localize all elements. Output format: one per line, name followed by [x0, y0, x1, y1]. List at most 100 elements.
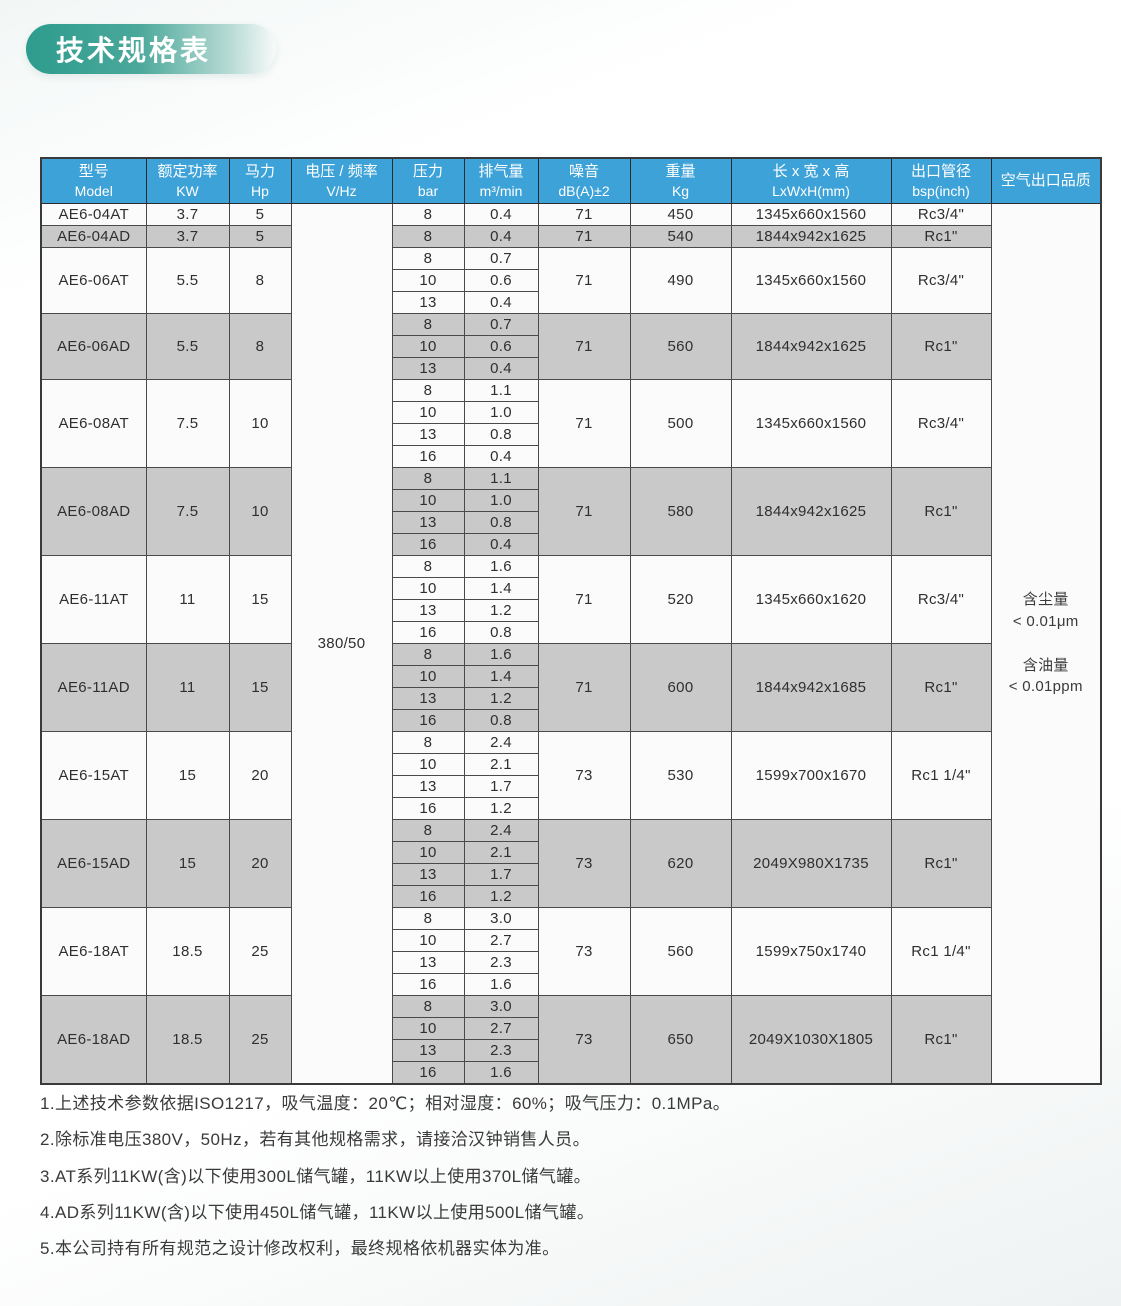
displacement-cell: 0.8 [463, 511, 539, 534]
model-cell: AE6-18AT [40, 907, 147, 996]
noise-cell: 71 [537, 203, 631, 226]
power-kw-cell: 18.5 [145, 995, 230, 1085]
pressure-cell: 13 [391, 775, 465, 798]
spec-table-body: AE6-04AT 3.7 5 380/50 8 0.4 71 450 1345x660x1560… [40, 203, 1102, 1085]
table-row: 13 2.3 [41, 1039, 1101, 1062]
table-row: AE6-04AD 3.7 5 8 0.4 71 540 1844x942x1625 Rc1" [40, 225, 1101, 248]
horsepower-cell: 25 [228, 907, 292, 996]
pressure-cell: 10 [391, 335, 465, 358]
table-row: 13 1.2 [41, 599, 1101, 622]
column-header-3: 电压 / 频率 V/Hz [290, 157, 393, 204]
column-header-4: 压力 bar [391, 157, 465, 204]
pressure-cell: 8 [391, 467, 465, 490]
displacement-cell: 1.6 [463, 555, 539, 578]
outlet-pipe-cell: Rc3/4" [890, 379, 992, 468]
pressure-cell: 16 [391, 709, 465, 732]
column-header-line1: 空气出口品质 [1000, 172, 1091, 190]
displacement-cell: 0.7 [463, 313, 539, 336]
displacement-cell: 0.6 [463, 269, 539, 292]
pressure-cell: 8 [391, 379, 465, 402]
pressure-cell: 16 [391, 533, 465, 556]
column-header-line1: 型号 [78, 163, 109, 181]
pressure-cell: 16 [391, 973, 465, 996]
table-row: 10 1.0 [41, 489, 1101, 512]
table-row: AE6-08AT 7.5 10 8 1.1 71 500 1345x660x1560 Rc3/4… [40, 379, 1101, 468]
weight-cell: 540 [629, 225, 732, 248]
table-row: 16 0.8 [41, 709, 1101, 732]
air-quality-dust-value: < 0.01μm [1012, 612, 1079, 630]
table-row: 10 2.7 [41, 929, 1101, 952]
horsepower-cell: 5 [228, 203, 292, 226]
outlet-pipe-cell: Rc1 1/4" [890, 907, 992, 996]
outlet-pipe-cell: Rc1" [890, 313, 992, 380]
weight-cell: 650 [629, 995, 732, 1085]
column-header-line1: 排气量 [478, 163, 524, 181]
pressure-cell: 8 [391, 247, 465, 270]
displacement-cell: 0.4 [463, 203, 539, 226]
pressure-cell: 13 [391, 599, 465, 622]
power-kw-cell: 3.7 [145, 225, 230, 248]
pressure-cell: 8 [391, 907, 465, 930]
noise-cell: 71 [537, 313, 631, 380]
noise-cell: 71 [537, 555, 631, 644]
weight-cell: 490 [629, 247, 732, 314]
pressure-cell: 10 [391, 269, 465, 292]
noise-cell: 71 [537, 643, 631, 732]
weight-cell: 580 [629, 467, 732, 556]
horsepower-cell: 20 [228, 731, 292, 820]
table-row: 10 1.0 [41, 401, 1101, 424]
horsepower-cell: 10 [228, 379, 292, 468]
pressure-cell: 8 [391, 203, 465, 226]
table-row: 13 0.8 [41, 511, 1101, 534]
column-header-line2: Kg [671, 182, 690, 199]
power-kw-cell: 5.5 [145, 313, 230, 380]
pressure-cell: 16 [391, 797, 465, 820]
pressure-cell: 13 [391, 423, 465, 446]
horsepower-cell: 5 [228, 225, 292, 248]
displacement-cell: 3.0 [463, 907, 539, 930]
pressure-cell: 8 [391, 819, 465, 842]
power-kw-cell: 5.5 [145, 247, 230, 314]
column-header-5: 排气量 m³/min [463, 157, 539, 204]
pressure-cell: 8 [391, 225, 465, 248]
displacement-cell: 1.7 [463, 863, 539, 886]
column-header-line2: Model [74, 182, 113, 199]
column-header-6: 噪音 dB(A)±2 [537, 157, 631, 204]
dimensions-cell: 1844x942x1625 [730, 313, 892, 380]
weight-cell: 450 [629, 203, 732, 226]
dimensions-cell: 1844x942x1625 [730, 467, 892, 556]
power-kw-cell: 15 [145, 731, 230, 820]
displacement-cell: 0.4 [463, 445, 539, 468]
pressure-cell: 8 [391, 555, 465, 578]
table-row: AE6-06AT 5.5 8 8 0.7 71 490 1345x660x1560 Rc3/4" [40, 247, 1101, 314]
table-row: 16 0.8 [41, 621, 1101, 644]
displacement-cell: 2.1 [463, 841, 539, 864]
displacement-cell: 0.4 [463, 225, 539, 248]
displacement-cell: 2.3 [463, 951, 539, 974]
outlet-pipe-cell: Rc1" [890, 467, 992, 556]
table-row: 13 0.4 [41, 357, 1101, 380]
pressure-cell: 13 [391, 511, 465, 534]
table-row: 13 1.2 [41, 687, 1101, 710]
dimensions-cell: 1599x700x1670 [730, 731, 892, 820]
pressure-cell: 8 [391, 313, 465, 336]
weight-cell: 500 [629, 379, 732, 468]
displacement-cell: 1.0 [463, 489, 539, 512]
noise-cell: 71 [537, 379, 631, 468]
model-cell: AE6-04AD [40, 225, 147, 248]
column-header-line2: bar [417, 182, 439, 199]
pressure-cell: 8 [391, 731, 465, 754]
table-row: AE6-11AT 11 15 8 1.6 71 520 1345x660x1620 Rc3/4" [40, 555, 1101, 644]
noise-cell: 73 [537, 819, 631, 908]
displacement-cell: 0.8 [463, 423, 539, 446]
table-row: 10 2.7 [41, 1017, 1101, 1040]
displacement-cell: 0.4 [463, 291, 539, 314]
column-header-line2: bsp(inch) [912, 182, 970, 199]
displacement-cell: 1.6 [463, 1061, 539, 1085]
dimensions-cell: 1844x942x1685 [730, 643, 892, 732]
dimensions-cell: 1844x942x1625 [730, 225, 892, 248]
outlet-pipe-cell: Rc1" [890, 995, 992, 1085]
displacement-cell: 1.0 [463, 401, 539, 424]
model-cell: AE6-08AD [40, 467, 147, 556]
dimensions-cell: 2049X980X1735 [730, 819, 892, 908]
